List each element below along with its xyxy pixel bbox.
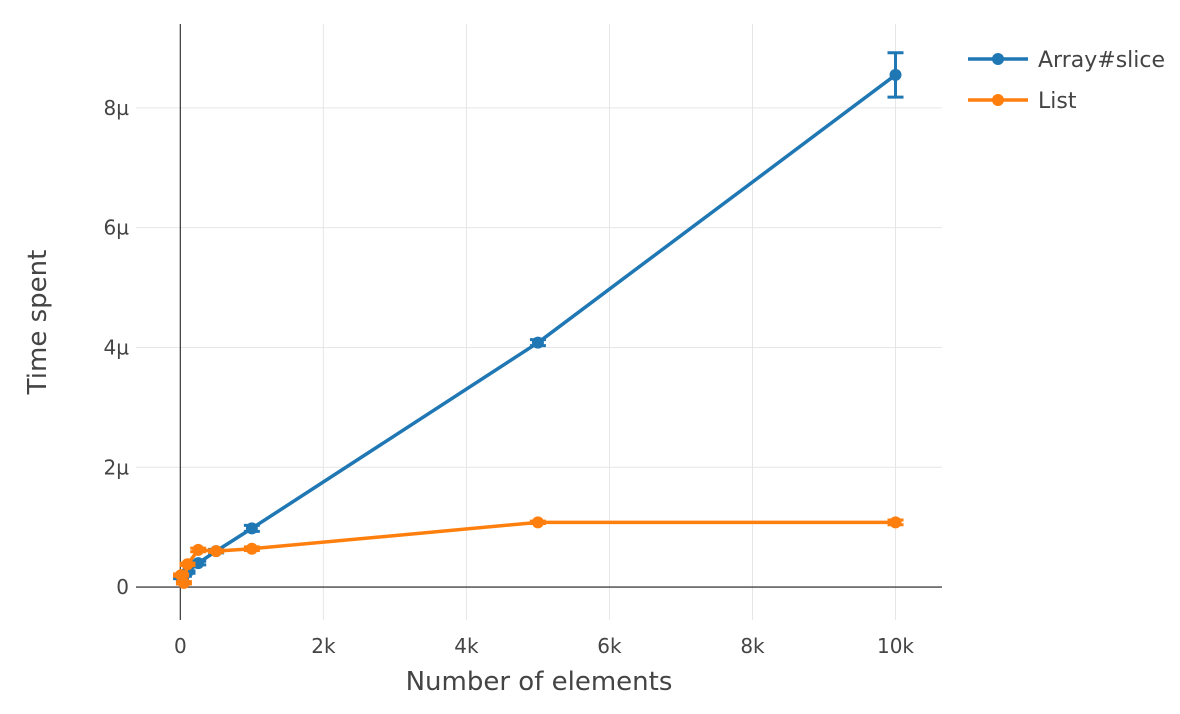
series-list <box>173 516 904 589</box>
data-point <box>245 542 258 555</box>
x-tick-label: 2k <box>311 634 336 658</box>
legend-item[interactable]: List <box>968 89 1077 114</box>
y-tick-label: 0 <box>116 575 129 599</box>
y-axis-title: Time spent <box>23 250 53 396</box>
data-point <box>192 543 205 556</box>
series-line <box>179 520 896 585</box>
x-tick-label: 8k <box>740 634 765 658</box>
y-tick-label: 2µ <box>104 455 130 479</box>
legend-marker <box>992 94 1004 106</box>
data-point <box>889 516 902 529</box>
x-tick-label: 0 <box>174 634 187 658</box>
legend-marker <box>992 53 1004 65</box>
plot-area <box>173 51 904 589</box>
legend-label: Array#slice <box>1038 48 1165 73</box>
y-tick-label: 4µ <box>104 335 130 359</box>
data-point <box>210 545 223 558</box>
data-point <box>531 516 544 529</box>
data-point <box>889 68 902 81</box>
y-tick-label: 8µ <box>104 96 130 120</box>
x-tick-label: 4k <box>454 634 479 658</box>
legend[interactable]: Array#slice List <box>968 48 1165 114</box>
tick-labels: 0 2k 4k 6k 8k 10k 0 2µ 4µ 6µ 8µ <box>104 96 915 658</box>
data-point <box>531 336 544 349</box>
legend-label: List <box>1038 89 1077 114</box>
data-point <box>181 558 194 571</box>
grid <box>136 24 942 620</box>
legend-item[interactable]: Array#slice <box>968 48 1165 73</box>
axes <box>136 24 942 620</box>
data-point <box>245 522 258 535</box>
x-axis-title: Number of elements <box>406 667 673 697</box>
x-tick-label: 10k <box>877 634 914 658</box>
data-point <box>177 576 190 589</box>
series-array-slice <box>173 51 904 584</box>
series-line <box>179 73 897 579</box>
x-tick-label: 6k <box>597 634 622 658</box>
y-tick-label: 6µ <box>104 216 130 240</box>
